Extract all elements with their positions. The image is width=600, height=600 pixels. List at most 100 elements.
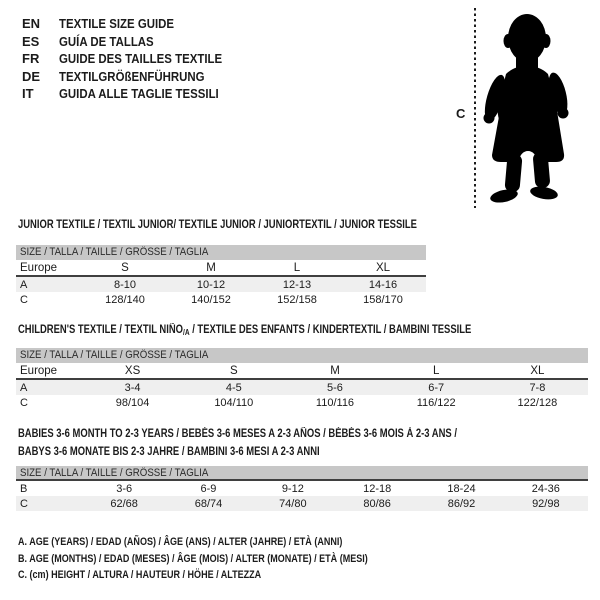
table-cell: L	[293, 261, 301, 274]
language-code: IT	[22, 86, 34, 102]
table-cell: 3-4	[124, 381, 141, 394]
language-title: GUIDA ALLE TAGLIE TESSILI	[59, 86, 219, 102]
row-label: C	[20, 293, 28, 306]
table-cell: 128/140	[105, 293, 145, 306]
table-cell: 74/80	[279, 497, 307, 510]
size-header-band: SIZE / TALLA / TAILLE / GRÖSSE / TAGLIA	[16, 348, 588, 363]
table-cell: L	[432, 364, 440, 377]
legend-line-c: C. (cm) HEIGHT / ALTURA / HAUTEUR / HÖHE…	[18, 569, 445, 586]
table-cell: 7-8	[529, 381, 546, 394]
row-label: C	[20, 396, 28, 409]
table-cell: 110/116	[315, 396, 355, 409]
section-title-junior-text: JUNIOR TEXTILE / TEXTIL JUNIOR/ TEXTILE …	[18, 219, 417, 231]
height-measure-dotted-line	[474, 8, 476, 208]
table-cell: 12-18	[363, 482, 392, 495]
table-cell: M	[330, 364, 340, 377]
language-row-de: DE TEXTILGRÖßENFÜHRUNG	[22, 68, 244, 86]
size-header-band: SIZE / TALLA / TAILLE / GRÖSSE / TAGLIA	[16, 466, 588, 481]
measurement-legend: A. AGE (YEARS) / EDAD (AÑOS) / ÂGE (ANS)…	[18, 536, 445, 586]
table-row-height: C 128/140 140/152 152/158 158/170	[16, 292, 426, 307]
toddler-silhouette-icon	[483, 14, 569, 203]
language-list: EN TEXTILE SIZE GUIDE ES GUÍA DE TALLAS …	[22, 15, 244, 103]
table-cell: XL	[375, 261, 391, 274]
table-cell: 62/68	[110, 497, 138, 510]
table-cell: 9-12	[281, 482, 304, 495]
language-row-fr: FR GUIDE DES TAILLES TEXTILE	[22, 50, 244, 68]
title-subscript: /A	[183, 328, 190, 337]
legend-line-b-text: B. AGE (MONTHS) / EDAD (MESES) / ÂGE (MO…	[18, 552, 368, 565]
language-row-en: EN TEXTILE SIZE GUIDE	[22, 15, 244, 33]
row-label: A	[20, 278, 28, 291]
table-cell: 18-24	[447, 482, 476, 495]
table-cell: 12-13	[282, 278, 312, 291]
table-row-age-months: B 3-6 6-9 9-12 12-18 18-24 24-36	[16, 481, 588, 496]
table-cell: 14-16	[368, 278, 398, 291]
row-label: C	[20, 497, 28, 510]
table-row-height: C 62/68 68/74 74/80 80/86 86/92 92/98	[16, 496, 588, 511]
table-cell: 68/74	[194, 497, 223, 510]
table-cell: XL	[530, 364, 545, 377]
table-cell: 86/92	[447, 497, 476, 510]
size-header-text: SIZE / TALLA / TAILLE / GRÖSSE / TAGLIA	[20, 349, 209, 361]
table-cell: 8-10	[113, 278, 137, 291]
table-cell: M	[206, 261, 216, 274]
table-cell: 122/128	[517, 396, 558, 409]
language-title: GUÍA DE TALLAS	[59, 33, 154, 49]
title-pre: CHILDREN'S TEXTILE / TEXTIL NIÑO	[18, 324, 184, 336]
legend-line-b: B. AGE (MONTHS) / EDAD (MESES) / ÂGE (MO…	[18, 553, 445, 570]
legend-line-a-text: A. AGE (YEARS) / EDAD (AÑOS) / ÂGE (ANS)…	[18, 536, 343, 548]
row-label: Europe	[20, 364, 58, 377]
table-cell: 24-36	[531, 482, 560, 495]
children-size-table: SIZE / TALLA / TAILLE / GRÖSSE / TAGLIA …	[16, 348, 588, 410]
table-cell: 6-7	[428, 381, 445, 394]
table-row-height: C 98/104 104/110 110/116 116/122 122/128	[16, 395, 588, 410]
table-cell: XS	[124, 364, 141, 377]
section-title-babies-line1: BABIES 3-6 MONTH TO 2-3 YEARS / BEBÉS 3-…	[18, 428, 457, 440]
section-title-junior: JUNIOR TEXTILE / TEXTIL JUNIOR/ TEXTILE …	[18, 216, 504, 234]
table-row-age: A 3-4 4-5 5-6 6-7 7-8	[16, 380, 588, 395]
legend-line-c-text: C. (cm) HEIGHT / ALTURA / HAUTEUR / HÖHE…	[18, 569, 262, 581]
size-header-text: SIZE / TALLA / TAILLE / GRÖSSE / TAGLIA	[20, 467, 209, 479]
babies-size-table: SIZE / TALLA / TAILLE / GRÖSSE / TAGLIA …	[16, 466, 588, 511]
language-title: TEXTILGRÖßENFÜHRUNG	[59, 68, 205, 84]
table-cell: 92/98	[532, 497, 560, 510]
size-header-text: SIZE / TALLA / TAILLE / GRÖSSE / TAGLIA	[20, 246, 209, 258]
language-title: TEXTILE SIZE GUIDE	[59, 16, 175, 32]
table-cell: 6-9	[200, 482, 217, 495]
table-cell: 152/158	[277, 293, 317, 306]
table-cell: 98/104	[115, 396, 150, 409]
table-cell: S	[121, 261, 129, 274]
table-row-sizes: Europe S M L XL	[16, 260, 426, 277]
table-cell: 140/152	[191, 293, 231, 306]
legend-line-a: A. AGE (YEARS) / EDAD (AÑOS) / ÂGE (ANS)…	[18, 536, 445, 553]
table-cell: 158/170	[363, 293, 403, 306]
row-label: Europe	[20, 261, 58, 274]
language-code: DE	[22, 68, 41, 84]
table-cell: 104/110	[214, 396, 254, 409]
title-post: / TEXTILE DES ENFANTS / KINDERTEXTIL / B…	[189, 324, 472, 336]
language-row-es: ES GUÍA DE TALLAS	[22, 33, 244, 51]
table-cell: 5-6	[327, 381, 343, 394]
table-cell: 80/86	[363, 497, 391, 510]
size-header-band: SIZE / TALLA / TAILLE / GRÖSSE / TAGLIA	[16, 245, 426, 260]
height-measure-label: C	[456, 106, 466, 121]
section-title-children: CHILDREN'S TEXTILE / TEXTIL NIÑO/A / TEX…	[18, 321, 571, 342]
table-row-age: A 8-10 10-12 12-13 14-16	[16, 277, 426, 292]
language-title: GUIDE DES TAILLES TEXTILE	[59, 51, 223, 67]
language-row-it: IT GUIDA ALLE TAGLIE TESSILI	[22, 85, 244, 103]
row-label: A	[20, 381, 28, 394]
table-cell: 10-12	[196, 278, 226, 291]
row-label: B	[20, 482, 28, 495]
junior-size-table: SIZE / TALLA / TAILLE / GRÖSSE / TAGLIA …	[16, 245, 426, 307]
table-cell: 116/122	[416, 396, 456, 409]
section-title-babies: BABIES 3-6 MONTH TO 2-3 YEARS / BEBÉS 3-…	[18, 425, 553, 461]
language-code: ES	[22, 33, 40, 49]
table-row-sizes: Europe XS S M L XL	[16, 363, 588, 380]
language-code: EN	[22, 16, 41, 32]
section-title-babies-line2: BABYS 3-6 MONATE BIS 2-3 JAHRE / BAMBINI…	[18, 446, 320, 458]
table-cell: 3-6	[116, 482, 133, 495]
section-title-children-text: CHILDREN'S TEXTILE / TEXTIL NIÑO/A / TEX…	[18, 321, 471, 342]
table-cell: S	[229, 364, 238, 377]
table-cell: 4-5	[225, 381, 242, 394]
